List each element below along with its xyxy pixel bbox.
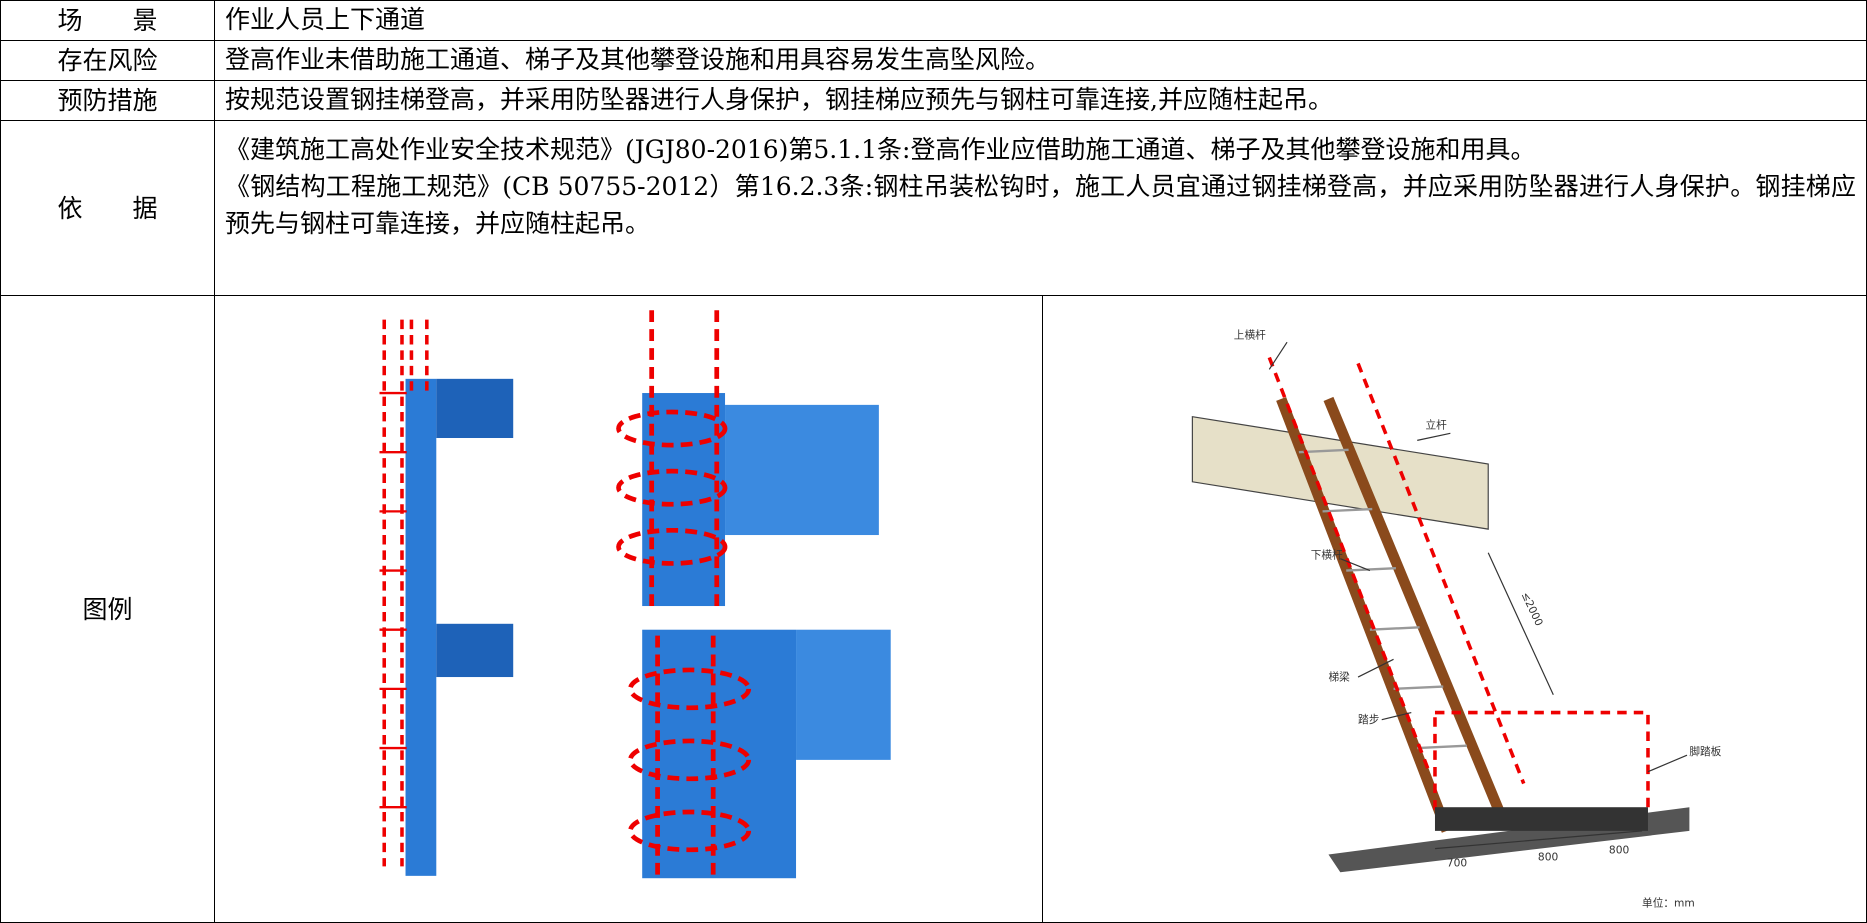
text: 作业人员上下通道 (225, 5, 426, 34)
row-label: 预防措施 (0, 80, 215, 121)
label: 踏步 (1358, 713, 1379, 726)
ladder-illustration: 上横杆 立杆 下横杆 梯梁 踏步 脚踏板 ≤2000 700 800 800 单… (1191, 329, 1722, 910)
column-ladder-illustration (379, 310, 891, 879)
label: 800 (1538, 850, 1559, 863)
label: 800 (1609, 843, 1630, 856)
label: 立杆 (1426, 419, 1448, 432)
label: 上横杆 (1234, 329, 1266, 342)
label: 700 (1447, 856, 1468, 869)
label: 下横杆 (1311, 549, 1343, 562)
text: 《建筑施工高处作业安全技术规范》(JGJ80-2016)第5.1.1条:登高作业… (225, 135, 1536, 164)
text: 《钢结构工程施工规范》(CB 50755-2012）第16.2.3条:钢柱吊装松… (225, 172, 1856, 238)
row-content: 按规范设置钢挂梯登高，并采用防坠器进行人身保护，钢挂梯应预先与钢柱可靠连接,并应… (214, 80, 1867, 121)
row-content: 《建筑施工高处作业安全技术规范》(JGJ80-2016)第5.1.1条:登高作业… (214, 120, 1867, 296)
row-label: 图例 (0, 295, 215, 923)
row-label: 存在风险 (0, 40, 215, 81)
label: 脚踏板 (1689, 745, 1721, 758)
row-label: 依 据 (0, 120, 215, 296)
text: 按规范设置钢挂梯登高，并采用防坠器进行人身保护，钢挂梯应预先与钢柱可靠连接,并应… (225, 85, 1333, 114)
text: 登高作业未借助施工通道、梯子及其他攀登设施和用具容易发生高坠风险。 (225, 45, 1051, 74)
label: 单位：mm (1642, 897, 1695, 910)
row-content: 登高作业未借助施工通道、梯子及其他攀登设施和用具容易发生高坠风险。 (214, 40, 1867, 81)
row-content: 作业人员上下通道 (214, 0, 1867, 41)
label: ≤2000 (1519, 590, 1546, 628)
row-label: 场 景 (0, 0, 215, 41)
label: 梯梁 (1328, 671, 1350, 684)
